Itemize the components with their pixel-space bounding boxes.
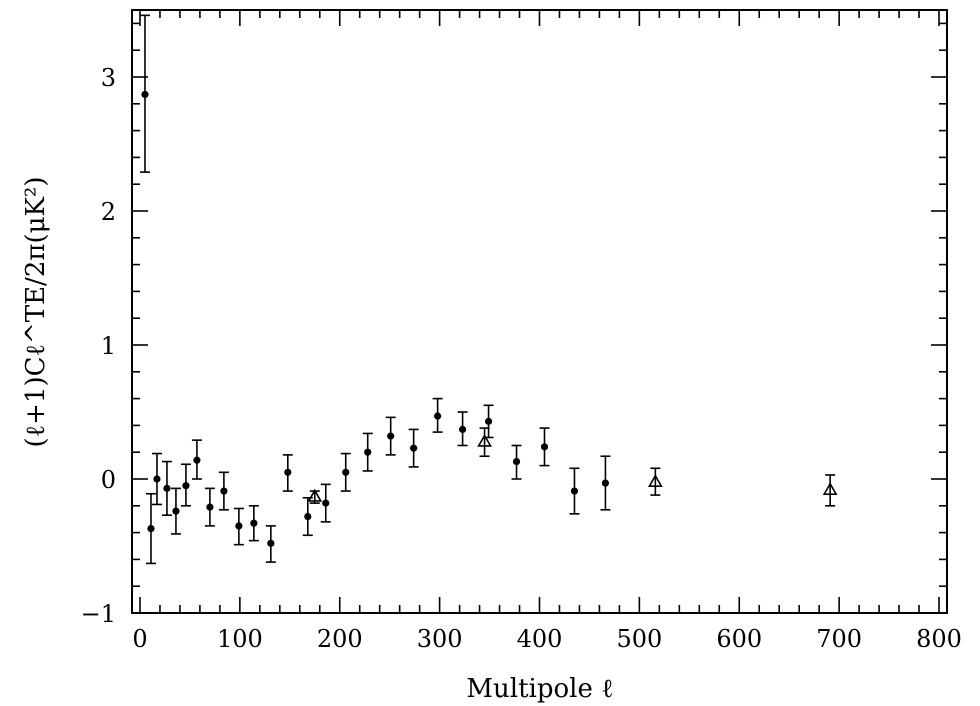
data-point-triangle: [477, 433, 492, 447]
x-tick-label: 500: [616, 625, 662, 653]
data-point-circle: [601, 479, 610, 487]
data-point-circle: [322, 499, 330, 507]
y-tick-label: 3: [101, 64, 116, 92]
data-point-circle: [387, 432, 395, 440]
data-point-circle: [484, 417, 493, 425]
data-point-circle: [410, 444, 418, 452]
y-tick-label: 0: [101, 466, 116, 494]
data-point-circle: [220, 487, 228, 495]
data-point-circle: [153, 475, 161, 483]
data-point-circle: [250, 519, 258, 527]
data-point-triangle: [307, 488, 323, 502]
x-tick-label: 0: [132, 625, 147, 653]
y-axis-label: (ℓ+1)Cℓ^TE/2π(μK²): [21, 177, 51, 448]
data-point-circle: [304, 512, 312, 521]
data-point-circle: [434, 412, 442, 420]
x-tick-label: 400: [517, 625, 563, 653]
data-point-circle: [141, 90, 149, 99]
data-point-circle: [458, 425, 467, 434]
data-point-circle: [540, 443, 549, 451]
x-tick-label: 200: [317, 625, 363, 653]
data-point-triangle: [647, 474, 663, 487]
x-tick-label: 300: [417, 625, 463, 653]
data-points: [141, 90, 838, 547]
x-tick-label: 600: [716, 625, 762, 653]
y-tick-label: 1: [101, 332, 116, 360]
data-point-circle: [172, 507, 180, 515]
data-point-circle: [570, 487, 579, 495]
y-tick-label: 2: [101, 198, 116, 226]
data-point-circle: [163, 484, 171, 492]
data-point-circle: [267, 539, 275, 547]
data-point-circle: [147, 524, 155, 533]
data-point-triangle: [822, 482, 838, 496]
x-tick-label: 800: [916, 625, 962, 653]
data-point-circle: [512, 457, 521, 466]
data-point-circle: [364, 448, 372, 456]
data-point-circle: [235, 522, 243, 530]
data-point-circle: [193, 456, 201, 464]
plot-frame: [131, 9, 948, 614]
x-tick-label: 100: [217, 625, 263, 653]
x-tick-label: 700: [816, 625, 862, 653]
error-bars: [139, 14, 836, 565]
data-point-circle: [206, 503, 214, 511]
x-axis-label: Multipole ℓ: [466, 674, 613, 704]
tick-labels: 0 100 200 300 400 500 600 700 800 −1 0 1 2 3: [81, 64, 962, 653]
data-point-circle: [182, 482, 190, 490]
y-tick-label: −1: [81, 600, 116, 628]
data-point-circle: [342, 468, 350, 476]
data-point-circle: [284, 468, 292, 476]
